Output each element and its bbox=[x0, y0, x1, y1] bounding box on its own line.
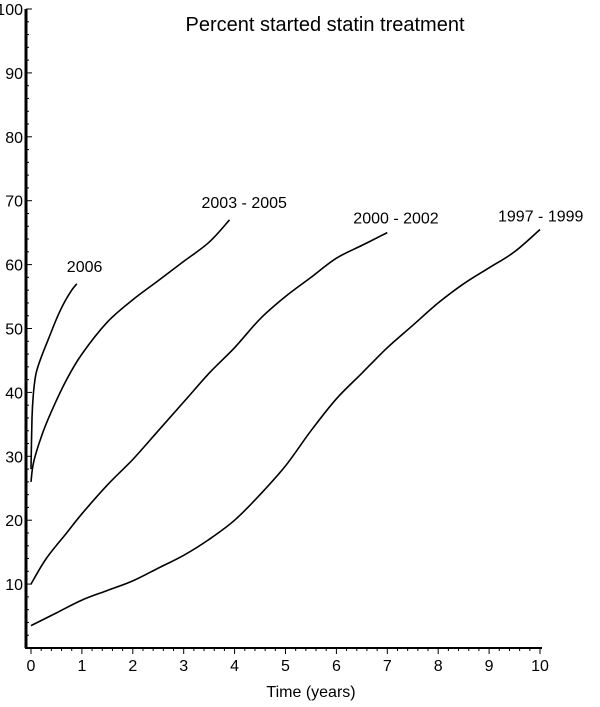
series-line-2006 bbox=[30, 283, 78, 470]
series-lines bbox=[30, 219, 541, 627]
x-tick-label: 10 bbox=[531, 658, 549, 675]
y-tick-label: 80 bbox=[5, 130, 23, 147]
x-tick-label: 5 bbox=[281, 658, 290, 675]
series-label: 2006 bbox=[67, 259, 103, 276]
x-tick-label: 1 bbox=[77, 658, 86, 675]
series-line-1997-1999 bbox=[30, 228, 541, 627]
y-tick-label: 40 bbox=[5, 385, 23, 402]
y-tick-label: 60 bbox=[5, 258, 23, 275]
chart-title: Percent started statin treatment bbox=[185, 14, 464, 36]
series-line-2003-2005 bbox=[30, 219, 231, 482]
x-tick-label: 6 bbox=[332, 658, 341, 675]
x-tick-label: 0 bbox=[27, 658, 36, 675]
y-tick-label: 90 bbox=[5, 66, 23, 83]
series-label: 2000 - 2002 bbox=[353, 211, 439, 228]
series-line-2000-2002 bbox=[30, 231, 388, 585]
y-tick-label: 20 bbox=[5, 513, 23, 530]
x-tick-label: 2 bbox=[128, 658, 137, 675]
y-tick-label: 100 bbox=[0, 2, 23, 19]
x-axis-ticks: 0 1 2 3 4 5 6 7 8 9 10 bbox=[27, 648, 549, 675]
y-tick-label: 10 bbox=[5, 577, 23, 594]
series-label: 1997 - 1999 bbox=[498, 208, 584, 225]
x-tick-label: 4 bbox=[230, 658, 239, 675]
x-tick-label: 8 bbox=[434, 658, 443, 675]
x-tick-label: 7 bbox=[383, 658, 392, 675]
series-labels: 2006 2003 - 2005 2000 - 2002 1997 - 1999 bbox=[67, 195, 584, 276]
y-tick-label: 30 bbox=[5, 449, 23, 466]
series-label: 2003 - 2005 bbox=[202, 195, 288, 212]
x-axis-title: Time (years) bbox=[266, 684, 355, 701]
y-tick-label: 70 bbox=[5, 194, 23, 211]
x-tick-label: 3 bbox=[179, 658, 188, 675]
y-axis-ticks: 10 20 30 40 50 60 70 80 90 100 bbox=[0, 2, 32, 636]
y-tick-label: 50 bbox=[5, 322, 23, 339]
x-tick-label: 9 bbox=[485, 658, 494, 675]
